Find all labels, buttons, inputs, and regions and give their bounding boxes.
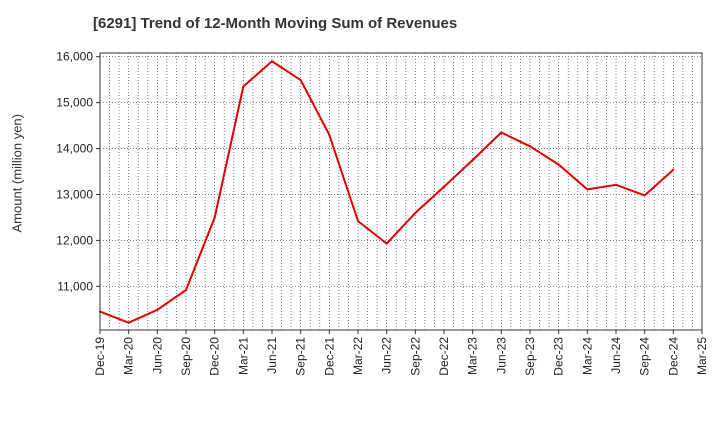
x-tick-label: Dec-24	[666, 337, 680, 376]
data-point	[643, 194, 646, 197]
data-point	[414, 211, 417, 214]
x-tick-label: Sep-21	[294, 337, 308, 376]
series-layer	[99, 60, 675, 324]
x-tick-label: Sep-20	[179, 337, 193, 376]
x-tick-label: Jun-22	[380, 337, 394, 374]
x-tick-label: Mar-21	[236, 337, 250, 375]
data-point	[672, 168, 675, 171]
x-tick-label: Sep-23	[523, 337, 537, 376]
x-tick-label: Mar-24	[580, 337, 594, 375]
x-tick-label: Mar-20	[122, 337, 136, 375]
x-tick-label: Dec-19	[93, 337, 107, 376]
data-point	[443, 185, 445, 188]
y-tick-label: 16,000	[56, 50, 93, 64]
x-tick-label: Jun-24	[609, 337, 623, 374]
data-point	[127, 321, 130, 324]
y-tick-label: 13,000	[56, 187, 93, 201]
data-point	[299, 79, 302, 82]
y-tick-label: 11,000	[57, 279, 93, 293]
data-point	[242, 85, 245, 88]
data-point	[557, 163, 560, 166]
x-tick-label: Dec-20	[208, 337, 222, 376]
chart-title: [6291] Trend of 12-Month Moving Sum of R…	[93, 15, 458, 32]
x-tick-label: Jun-21	[265, 337, 279, 374]
x-tick-label: Mar-25	[695, 337, 709, 375]
x-tick-label: Mar-22	[351, 337, 365, 375]
data-point	[213, 216, 216, 219]
data-point	[271, 60, 273, 63]
gridlines	[100, 53, 702, 330]
data-point	[328, 133, 331, 136]
x-tick-label: Dec-21	[322, 337, 336, 376]
plot-area	[99, 52, 703, 331]
x-tick-labels: Dec-19 Mar-20 Jun-20 Sep-20 Dec-20 Mar-21 Jun-…	[93, 330, 709, 376]
x-tick-label: Dec-23	[552, 337, 566, 376]
y-tick-label: 12,000	[56, 233, 93, 247]
data-point	[99, 310, 101, 313]
y-tick-labels: 11,000 12,000 13,000 14,000 15,000 16,000	[56, 50, 100, 293]
x-tick-label: Dec-22	[437, 337, 451, 376]
y-tick-label: 15,000	[56, 96, 93, 110]
x-tick-label: Jun-20	[150, 337, 164, 374]
x-tick-label: Sep-22	[408, 337, 422, 376]
data-point	[185, 289, 187, 292]
x-tick-label: Sep-24	[638, 337, 652, 376]
data-point	[156, 308, 159, 311]
x-tick-label: Jun-23	[494, 337, 508, 374]
data-point	[357, 220, 359, 223]
data-point	[385, 242, 388, 245]
data-point	[586, 188, 589, 191]
y-tick-label: 14,000	[56, 142, 93, 156]
data-point	[615, 183, 617, 186]
data-point	[471, 159, 474, 162]
x-tick-label: Mar-23	[466, 337, 480, 375]
data-point	[529, 145, 531, 148]
data-point	[500, 131, 503, 134]
